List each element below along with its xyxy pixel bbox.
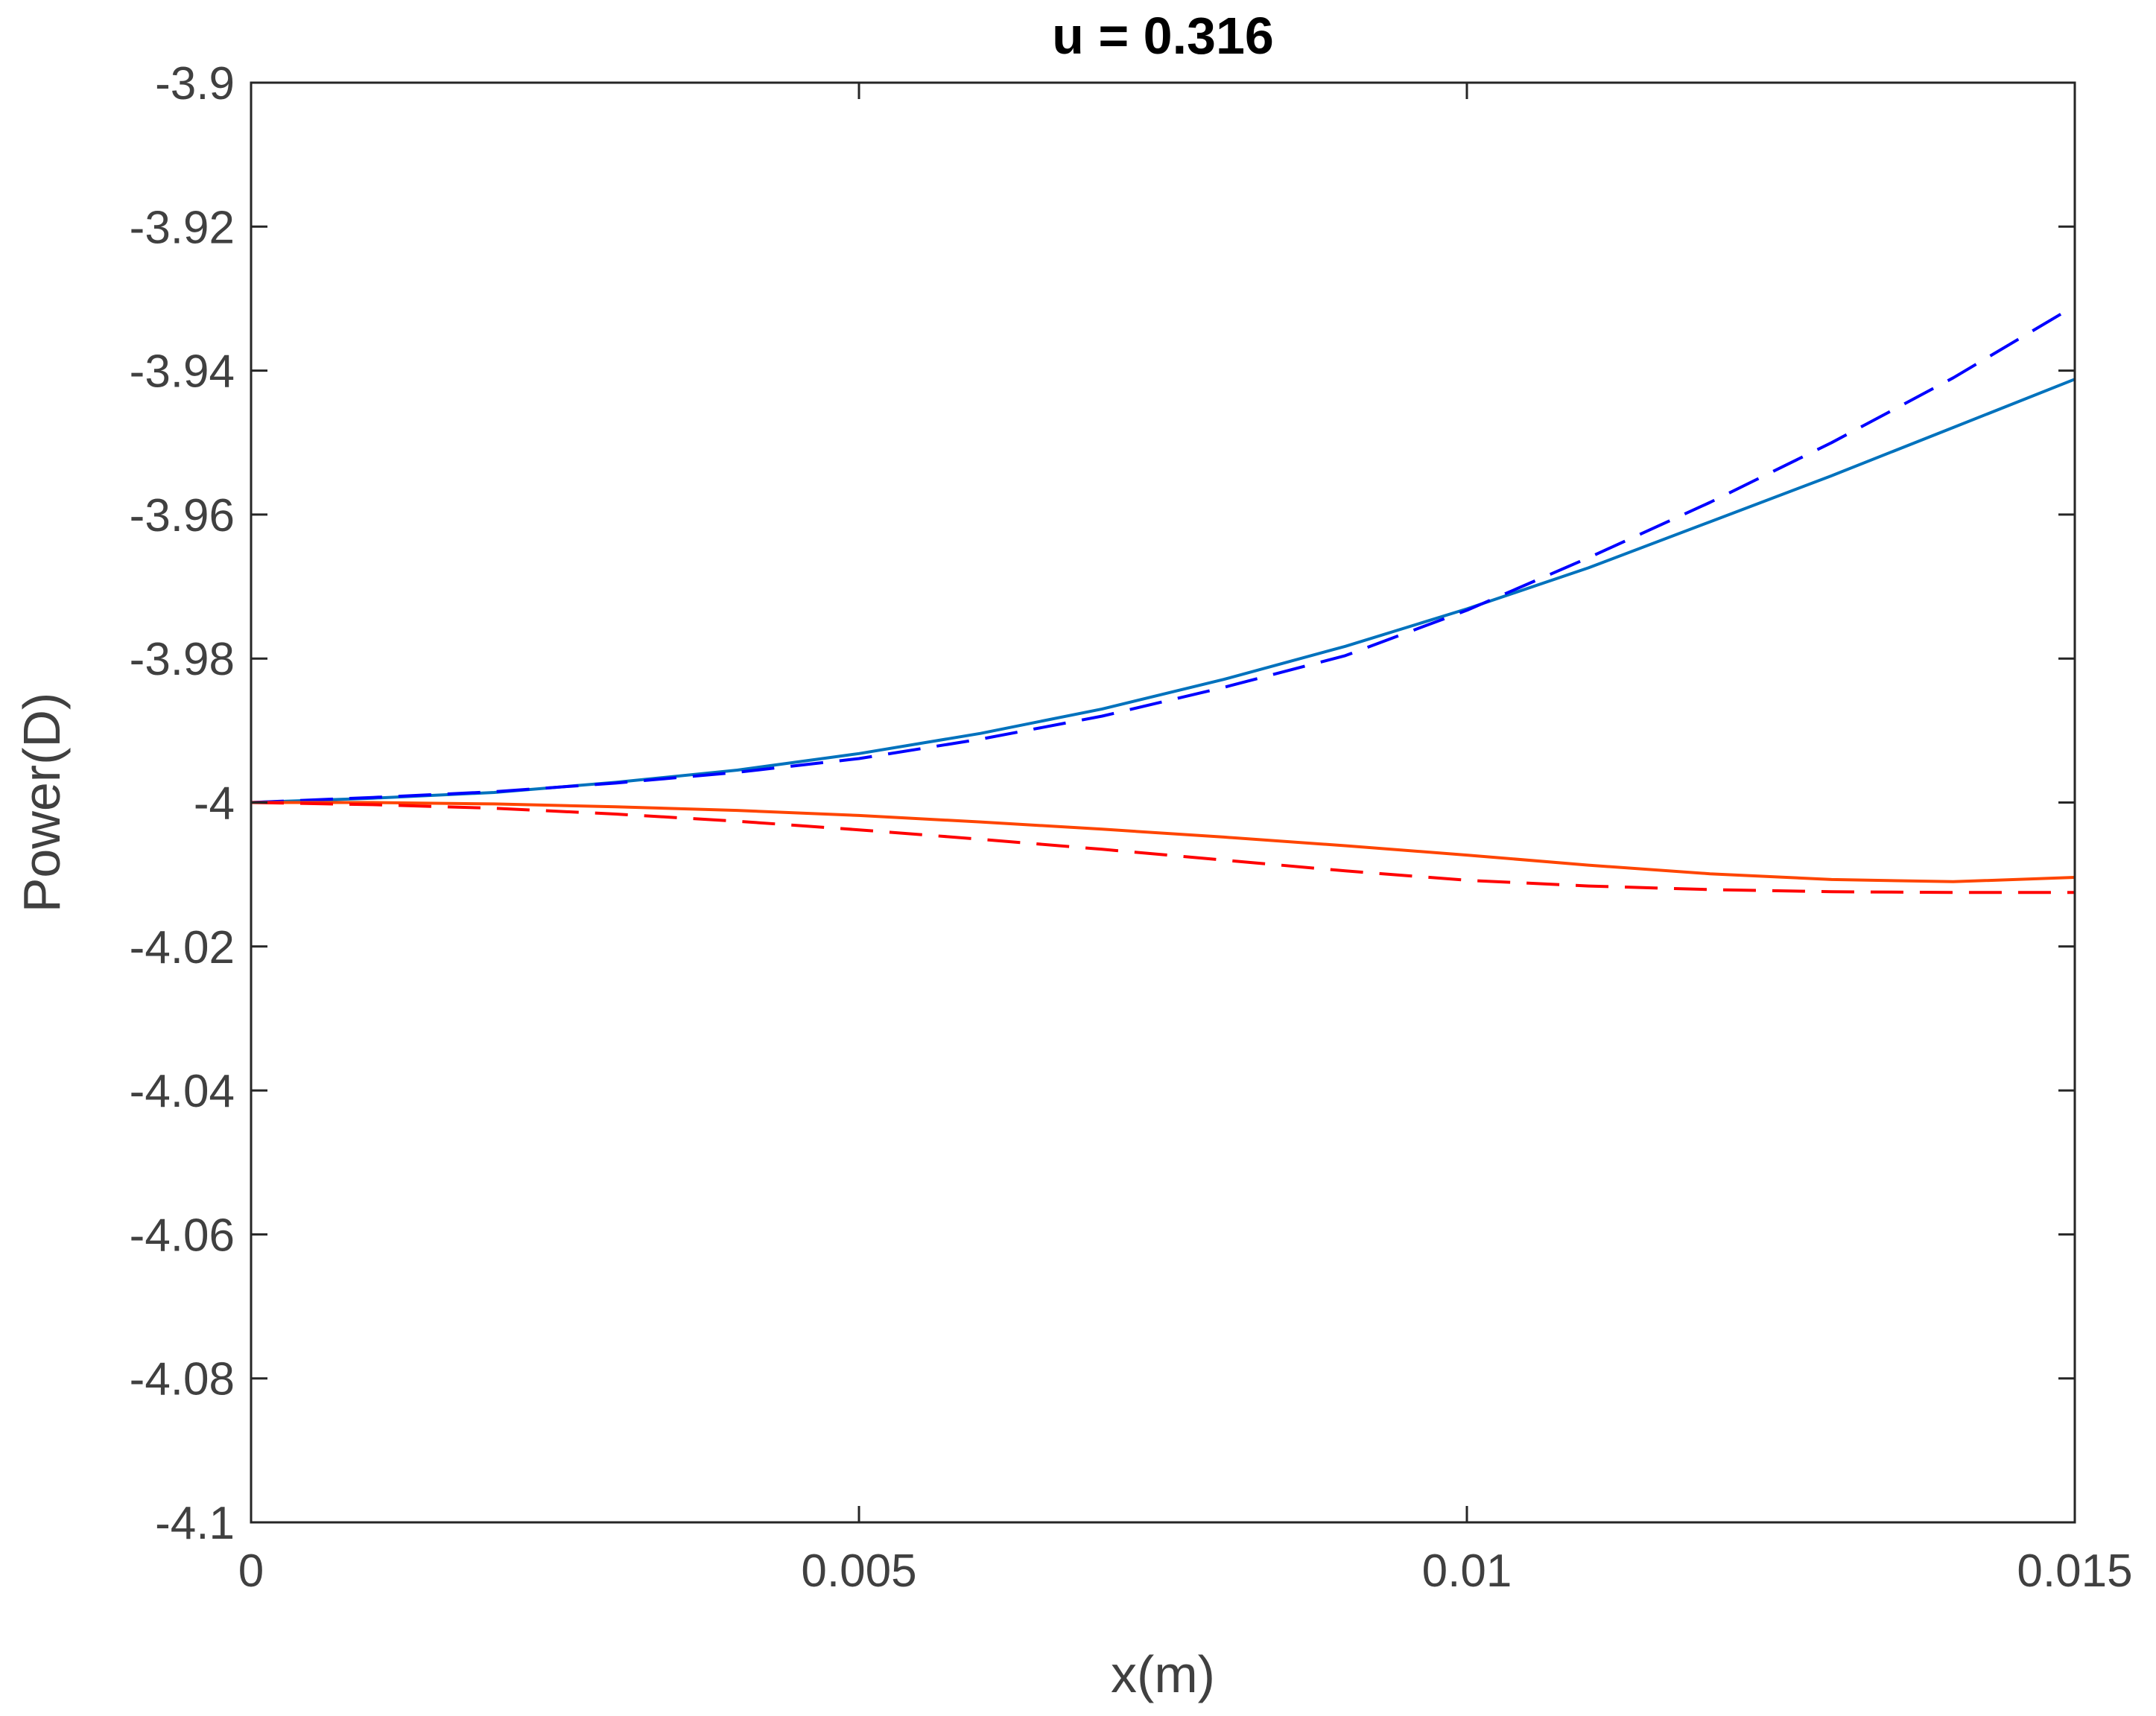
x-tick-label: 0.005: [801, 1545, 916, 1597]
series-line-3: [251, 801, 2076, 883]
y-tick-label: -4.06: [130, 1210, 235, 1261]
y-tick-label: -4.02: [130, 922, 235, 973]
y-tick-label: -3.92: [130, 202, 235, 253]
plot-area: [251, 83, 2075, 1522]
chart-title: u = 0.316: [1052, 7, 1274, 65]
y-tick-label: -4.04: [130, 1066, 235, 1117]
series-line-2: [250, 304, 2076, 804]
axes-box: [250, 81, 2076, 1524]
series-layer: [250, 304, 2076, 894]
y-tick-label: -4.1: [155, 1498, 235, 1549]
y-tick-label: -3.9: [155, 58, 235, 109]
y-tick-label: -4.08: [130, 1354, 235, 1405]
series-line-4: [250, 801, 2075, 894]
x-tick-label: 0.01: [1422, 1545, 1512, 1597]
y-tick-label: -3.96: [130, 490, 235, 541]
y-tick-label: -4: [194, 778, 235, 830]
y-tick-label: -3.98: [130, 634, 235, 685]
tick-layer: 0 0.005 0.01 0.015 -4.1 -4.08 -4.06 -4.04 -4.02 -…: [130, 58, 2133, 1597]
x-axis-label: x(m): [1111, 1645, 1215, 1703]
x-tick-label: 0: [238, 1545, 264, 1597]
x-tick-label: 0.015: [2017, 1545, 2132, 1597]
y-axis-label: Power(D): [13, 693, 71, 913]
y-tick-label: -3.94: [130, 346, 235, 398]
